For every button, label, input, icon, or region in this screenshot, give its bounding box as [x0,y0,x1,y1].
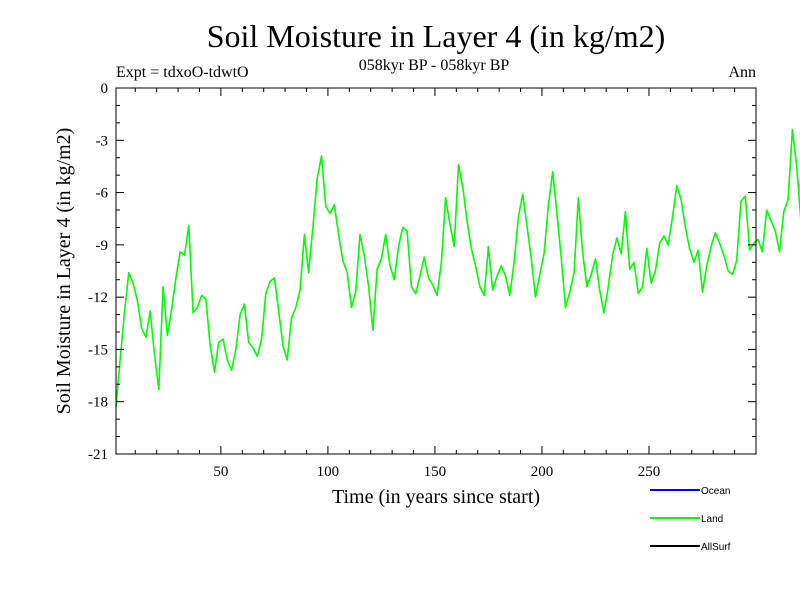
y-tick-label: 0 [101,81,109,97]
y-tick-label: -12 [88,290,108,306]
x-tick-label: 100 [317,464,340,480]
x-axis-label: Time (in years since start) [332,486,540,508]
chart-title: Soil Moisture in Layer 4 (in kg/m2) [207,18,666,54]
y-tick-label: -21 [88,447,108,463]
x-tick-label: 150 [424,464,447,480]
legend: Ocean Land AllSurf [650,486,731,553]
legend-label-ocean: Ocean [701,486,730,497]
axis-ticks [116,87,756,455]
x-tick-label: 250 [638,464,661,480]
x-tick-label: 50 [213,464,228,480]
series-line-land [115,129,800,407]
y-axis-label: Soil Moisture in Layer 4 (in kg/m2) [53,128,75,415]
y-tick-label: -3 [96,133,109,149]
x-tick-labels: 50 100 150 200 250 [213,464,660,480]
y-tick-label: -6 [96,186,109,202]
y-tick-label: -18 [88,395,108,411]
y-tick-labels: 0 -3 -6 -9 -12 -15 -18 -21 [88,81,108,463]
chart-subtitle: 058kyr BP - 058kyr BP [359,57,510,74]
experiment-label: Expt = tdxoO-tdwtO [116,64,249,81]
legend-label-allsurf: AllSurf [701,542,731,553]
season-label: Ann [728,64,756,81]
x-tick-label: 200 [531,464,554,480]
plot-frame [115,87,757,455]
plot-lines [115,129,800,407]
legend-label-land: Land [701,514,723,525]
y-tick-label: -15 [88,342,108,358]
y-tick-label: -9 [96,238,109,254]
